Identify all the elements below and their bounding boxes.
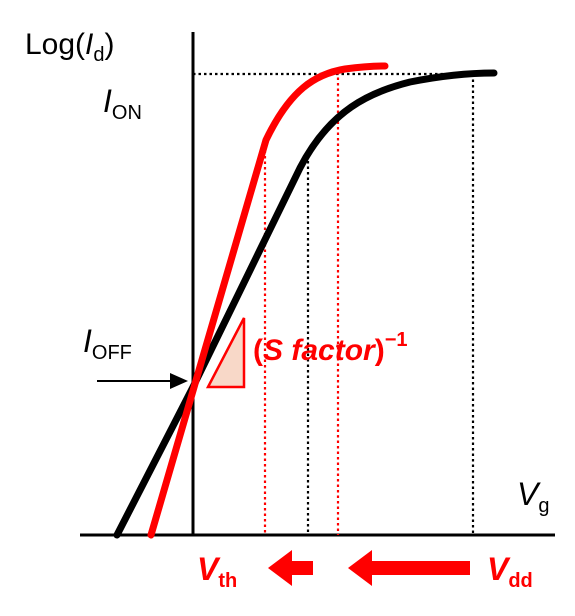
s-factor-triangle xyxy=(205,317,246,389)
vdd-label: Vdd xyxy=(487,551,533,592)
ioff-label: IOFF xyxy=(83,323,132,364)
left-arrow-icon xyxy=(348,550,470,586)
vth-label: Vth xyxy=(197,551,237,592)
right-arrow-icon xyxy=(170,373,188,389)
red-transfer-curve xyxy=(147,62,389,539)
left-arrow-icon xyxy=(268,550,313,586)
black-transfer-curve xyxy=(113,69,498,539)
ion-label: ION xyxy=(103,83,142,124)
s-factor-label: (S factor)−1 xyxy=(253,329,408,367)
x-axis-label: Vg xyxy=(517,476,549,517)
y-axis-label: Log(Id) xyxy=(25,28,115,66)
